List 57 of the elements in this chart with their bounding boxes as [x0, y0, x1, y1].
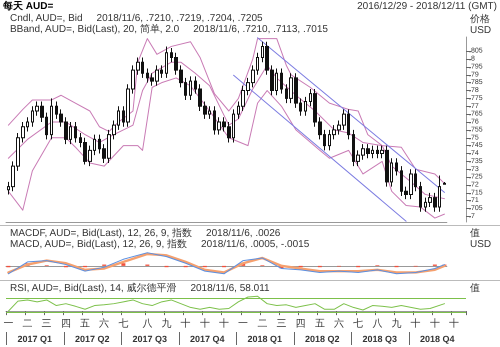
candlestick	[280, 68, 283, 94]
text: Cndl, AUD=, Bid	[10, 13, 83, 24]
text: 2017 Q1	[16, 334, 54, 345]
x-tick-label: 一	[3, 318, 14, 330]
x-tick-label: 一	[238, 318, 248, 330]
candlestick	[443, 182, 446, 185]
text: 2018/11/6, .0005, -.0015	[201, 239, 310, 250]
x-tick-label: 三	[42, 318, 52, 330]
x-tick-label: 十	[430, 318, 440, 330]
x-tick-label: 二	[257, 318, 268, 330]
text: 2017 Q3	[131, 334, 168, 345]
candlestick	[50, 98, 53, 140]
x-tick-label: 九	[162, 318, 172, 330]
y-axis-title: 值 USD	[470, 228, 492, 250]
y-axis-title: 价格 USD	[470, 14, 492, 36]
line-series	[8, 77, 445, 219]
text: 2017 Q4	[188, 334, 226, 345]
text: 2018 Q2	[304, 334, 341, 345]
x-tick-label: 五	[80, 318, 90, 330]
candlestick	[74, 122, 77, 143]
text: 2018/11/6, .0026	[206, 228, 280, 239]
x-tick-label: 四	[296, 318, 306, 330]
x-tick-label: 六	[334, 318, 344, 330]
candlestick	[165, 46, 168, 78]
x-tick-label: 八	[142, 318, 152, 330]
text: BBand, AUD=, Bid(Last), 20, 简单, 2.0	[10, 24, 180, 35]
text: 2018 Q4	[418, 334, 456, 345]
text: 2018/11/6, .7210, .7113, .7015	[193, 24, 328, 35]
text: 2018/11/6, .7210, .7219, .7204, .7205	[96, 13, 263, 24]
text: 2018 Q3	[361, 334, 398, 345]
x-tick-label: 七	[118, 318, 128, 330]
x-tick-label: 八	[372, 318, 382, 330]
x-tick-label: 四	[60, 318, 71, 330]
text: 2017 Q2	[74, 334, 111, 345]
candlestick	[395, 158, 398, 176]
x-tick-label: 十	[410, 318, 421, 330]
text: MACD, AUD=, Bid(Last), 12, 26, 9, 指数	[10, 239, 188, 250]
x-tick-label: 十	[219, 318, 230, 330]
candlestick	[189, 76, 192, 100]
chart-title: 每天 AUD=	[3, 1, 54, 12]
x-tick-label: 二	[22, 318, 33, 330]
x-tick-label: 十	[200, 318, 210, 330]
x-tick-label: 七	[353, 318, 364, 330]
x-tick-label: 六	[99, 318, 110, 330]
x-tick-label: 九	[392, 318, 402, 330]
text: MACDF, AUD=, Bid(Last), 12, 26, 9, 指数	[10, 228, 192, 239]
text: 2018/11/6, 58.011	[190, 283, 270, 294]
candlestick	[419, 181, 422, 212]
y-axis-title: 值	[470, 283, 481, 294]
x-tick-label: 五	[314, 318, 325, 330]
x-tick-label: 三	[276, 318, 287, 330]
x-tick-label: 十	[180, 318, 191, 330]
candlestick	[304, 96, 307, 116]
chart-subtitle: 2016/12/29 - 2018/12/11 (GMT)	[357, 1, 497, 12]
text: RSI, AUD=, Bid(Last), 14, 威尔德平滑	[10, 283, 176, 294]
x-tick-label: 十	[449, 318, 460, 330]
text: 2018 Q1	[246, 334, 284, 345]
